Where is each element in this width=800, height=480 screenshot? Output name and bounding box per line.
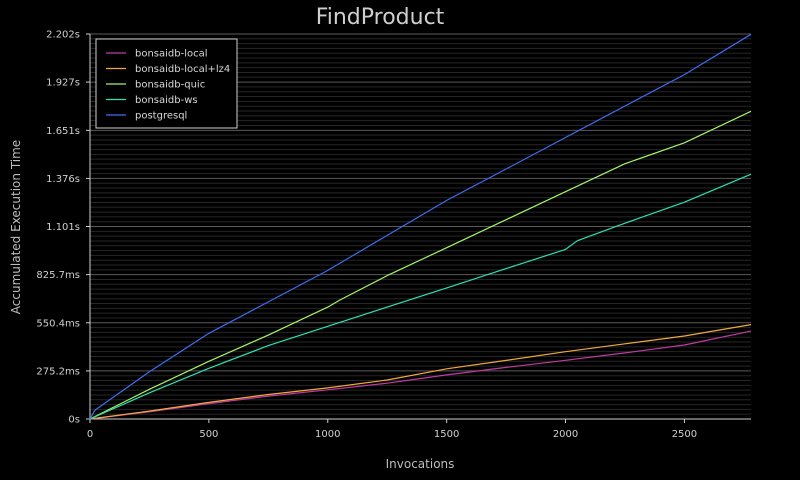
y-tick-label: 275.2ms <box>36 366 80 377</box>
series-line-bonsaidb-local-lz4 <box>89 324 752 420</box>
series-line-bonsaidb-local <box>89 330 752 420</box>
series-line-bonsaidb-quic <box>89 110 752 420</box>
legend-label-bonsaidb-ws: bonsaidb-ws <box>135 95 198 106</box>
y-tick-label: 825.7ms <box>36 270 80 281</box>
y-tick-label: 2.202s <box>46 30 80 41</box>
legend-label-bonsaidb-quic: bonsaidb-quic <box>135 80 205 91</box>
legend: bonsaidb-local bonsaidb-local+lz4 bonsaidb… <box>95 38 238 129</box>
y-tick-label: 0s <box>68 415 80 426</box>
x-tick-label: 500 <box>199 429 218 440</box>
x-tick-label: 1500 <box>434 429 459 440</box>
chart-title: FindProduct <box>316 5 445 30</box>
series-layer <box>89 33 752 420</box>
legend-label-bonsaidb-local-lz4: bonsaidb-local+lz4 <box>135 64 230 75</box>
legend-label-postgresql: postgresql <box>135 111 187 122</box>
y-tick-label: 1.101s <box>46 222 80 233</box>
y-tick-label: 1.376s <box>46 174 80 185</box>
x-tick-label: 1000 <box>315 429 340 440</box>
series-line-bonsaidb-ws <box>89 173 752 420</box>
x-tick-label: 2000 <box>553 429 578 440</box>
x-axis-label: Invocations <box>386 457 455 471</box>
x-tick-label: 2500 <box>672 429 697 440</box>
y-tick-label: 1.927s <box>46 78 80 89</box>
y-tick-label: 550.4ms <box>36 318 80 329</box>
axes: 0s 275.2ms 550.4ms 825.7ms 1.101s 1.376s 1.651… <box>36 30 751 440</box>
x-tick-label: 0 <box>87 429 93 440</box>
y-axis-label: Accumulated Execution Time <box>9 140 23 314</box>
legend-label-bonsaidb-local: bonsaidb-local <box>135 49 208 60</box>
y-tick-label: 1.651s <box>46 126 80 137</box>
series-line-postgresql <box>89 33 752 420</box>
